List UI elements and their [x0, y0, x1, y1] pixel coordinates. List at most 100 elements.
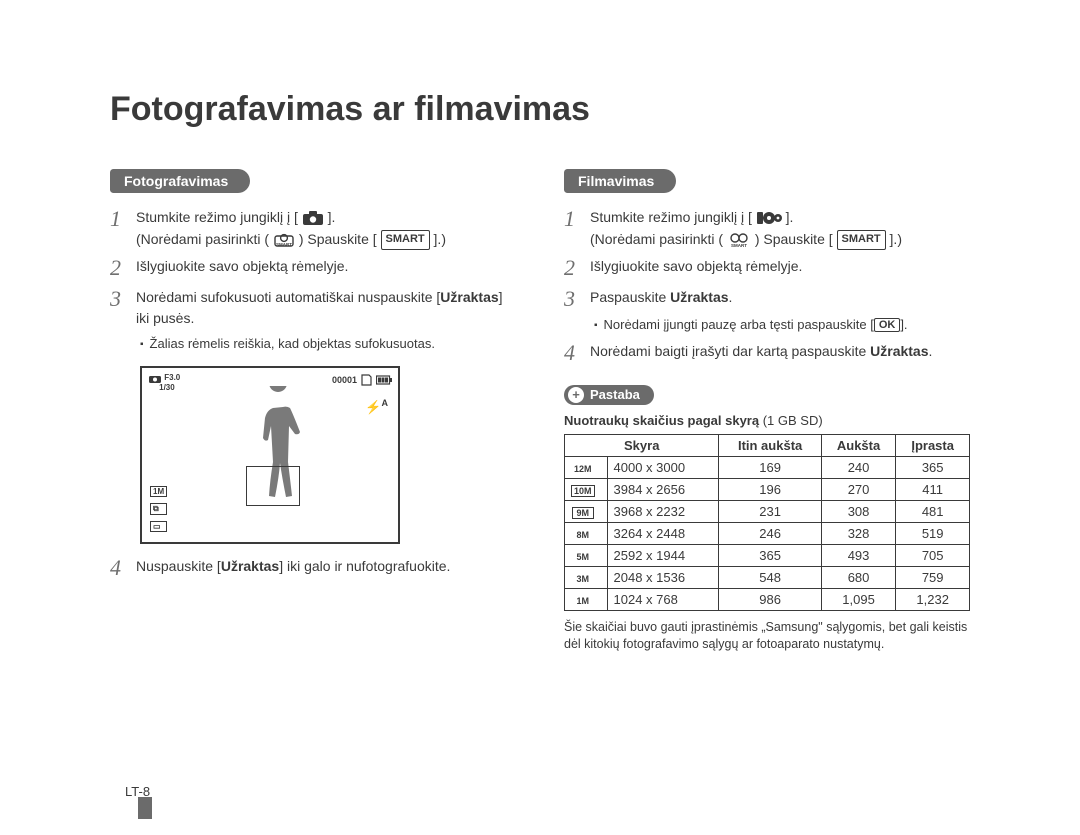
- video-step-4: 4 Norėdami baigti įrašyti dar kartą pasp…: [564, 341, 970, 365]
- table-cell: 240: [821, 456, 896, 478]
- table-cell: 1,232: [896, 588, 970, 610]
- video-steps-cont: 4 Norėdami baigti įrašyti dar kartą pasp…: [564, 341, 970, 365]
- video-icon: [756, 211, 782, 225]
- res-value: 1024 x 768: [607, 588, 719, 610]
- bullet-text: Norėdami įjungti pauzę arba tęsti paspau…: [604, 317, 908, 335]
- step-text: Išlygiuokite savo objektą rėmelyje.: [136, 256, 516, 278]
- text: Norėdami baigti įrašyti dar kartą paspau…: [590, 343, 870, 359]
- step-number: 1: [110, 207, 136, 231]
- text: Paspauskite: [590, 289, 670, 305]
- table-cell: 986: [719, 588, 821, 610]
- lcd-exposure: F3.0 1/30: [148, 374, 180, 393]
- table-cell: 548: [719, 566, 821, 588]
- columns: Fotografavimas 1 Stumkite režimo jungikl…: [110, 169, 970, 654]
- smart-auto-icon: SMART: [273, 232, 295, 248]
- step-text: Paspauskite Užraktas.: [590, 287, 970, 309]
- resolution-table: Skyra Itin aukšta Aukšta Įprasta 12M4000…: [564, 434, 970, 611]
- text: ] iki galo ir nufotografuokite.: [279, 558, 450, 574]
- video-step3-bullet: ▪ Norėdami įjungti pauzę arba tęsti pasp…: [594, 317, 970, 335]
- note-label: Pastaba: [590, 387, 640, 402]
- table-row: 1M 1024 x 7689861,0951,232: [565, 588, 970, 610]
- bullet-text: Žalias rėmelis reiškia, kad objektas suf…: [150, 336, 435, 354]
- step-number: 4: [110, 556, 136, 580]
- video-column: Filmavimas 1 Stumkite režimo jungiklį į …: [564, 169, 970, 654]
- table-cell: 270: [821, 478, 896, 500]
- th-superfine: Itin aukšta: [719, 434, 821, 456]
- step-number: 2: [564, 256, 590, 280]
- table-cell: 1,095: [821, 588, 896, 610]
- ok-button-label: OK: [874, 318, 901, 332]
- table-cell: 519: [896, 522, 970, 544]
- res-value: 3264 x 2448: [607, 522, 719, 544]
- video-step-3: 3 Paspauskite Užraktas.: [564, 287, 970, 311]
- res-value: 2592 x 1944: [607, 544, 719, 566]
- smart-button-label: SMART: [381, 230, 430, 249]
- text: Stumkite režimo jungiklį į [: [590, 209, 752, 225]
- step-number: 3: [110, 287, 136, 311]
- res-badge: 9M: [572, 507, 594, 519]
- text: Norėdami įjungti pauzę arba tęsti paspau…: [604, 317, 874, 332]
- text: Norėdami sufokusuoti automatiškai nuspau…: [136, 289, 440, 305]
- res-badge: 8M: [572, 530, 594, 540]
- res-badge: 3M: [572, 574, 594, 584]
- table-cell: 493: [821, 544, 896, 566]
- sd-icon: [361, 374, 372, 386]
- text: (Norėdami pasirinkti (: [136, 231, 269, 247]
- table-row: 5M2592 x 1944365493705: [565, 544, 970, 566]
- table-cell: 705: [896, 544, 970, 566]
- step-text: Stumkite režimo jungiklį į [ ]. (Norėdam…: [590, 207, 970, 250]
- table-footnote: Šie skaičiai buvo gauti įprastinėmis „Sa…: [564, 619, 970, 654]
- step-number: 4: [564, 341, 590, 365]
- video-step-2: 2 Išlygiuokite savo objektą rėmelyje.: [564, 256, 970, 280]
- photo-step-2: 2 Išlygiuokite savo objektą rėmelyje.: [110, 256, 516, 280]
- res-badge: 10M: [571, 485, 595, 497]
- text: Stumkite režimo jungiklį į [: [136, 209, 298, 225]
- step-number: 3: [564, 287, 590, 311]
- lcd-left-icons: 1M ⧉ ▭: [150, 486, 167, 532]
- focus-rectangle: [246, 466, 300, 506]
- table-caption: Nuotraukų skaičius pagal skyrą (1 GB SD): [564, 413, 970, 428]
- bullet-dot: ▪: [140, 336, 144, 354]
- text: ].: [328, 209, 336, 225]
- page: Fotografavimas ar filmavimas Fotografavi…: [0, 0, 1080, 694]
- table-cell: 365: [719, 544, 821, 566]
- table-row: 12M4000 x 3000169240365: [565, 456, 970, 478]
- res-value: 4000 x 3000: [607, 456, 719, 478]
- res-badge: 1M: [572, 596, 594, 606]
- lcd-icon: ⧉: [150, 503, 167, 515]
- text-bold: Užraktas: [670, 289, 728, 305]
- battery-icon: [376, 375, 392, 385]
- res-badge-cell: 3M: [565, 566, 608, 588]
- table-header-row: Skyra Itin aukšta Aukšta Įprasta: [565, 434, 970, 456]
- table-cell: 759: [896, 566, 970, 588]
- photo-column: Fotografavimas 1 Stumkite režimo jungikl…: [110, 169, 516, 654]
- caption-light: (1 GB SD): [759, 413, 823, 428]
- table-cell: 328: [821, 522, 896, 544]
- text: ].): [890, 231, 902, 247]
- video-step-1: 1 Stumkite režimo jungiklį į [ ]. (Norėd…: [564, 207, 970, 250]
- table-row: 10M3984 x 2656196270411: [565, 478, 970, 500]
- th-fine: Aukšta: [821, 434, 896, 456]
- res-value: 3984 x 2656: [607, 478, 719, 500]
- step-text: Norėdami sufokusuoti automatiškai nuspau…: [136, 287, 516, 330]
- res-badge-cell: 1M: [565, 588, 608, 610]
- res-badge-cell: 10M: [565, 478, 608, 500]
- svg-text:SMART: SMART: [276, 242, 292, 247]
- flash-mode: A: [382, 398, 389, 408]
- photo-steps-cont: 4 Nuspauskite [Užraktas] iki galo ir nuf…: [110, 556, 516, 580]
- text: .: [729, 289, 733, 305]
- lcd-counter: 00001: [332, 375, 357, 385]
- text-bold: Užraktas: [870, 343, 928, 359]
- step-number: 1: [564, 207, 590, 231]
- lcd-fstop: F3.0: [164, 373, 180, 382]
- lcd-icon: ▭: [150, 521, 167, 532]
- res-badge-cell: 8M: [565, 522, 608, 544]
- text-bold: Užraktas: [221, 558, 279, 574]
- video-steps: 1 Stumkite režimo jungiklį į [ ]. (Norėd…: [564, 207, 970, 311]
- text-bold: Užraktas: [440, 289, 498, 305]
- res-value: 3968 x 2232: [607, 500, 719, 522]
- text: ].): [434, 231, 446, 247]
- text: Nuspauskite [: [136, 558, 221, 574]
- photo-step-4: 4 Nuspauskite [Užraktas] iki galo ir nuf…: [110, 556, 516, 580]
- lcd-status-bar: 00001: [332, 374, 392, 386]
